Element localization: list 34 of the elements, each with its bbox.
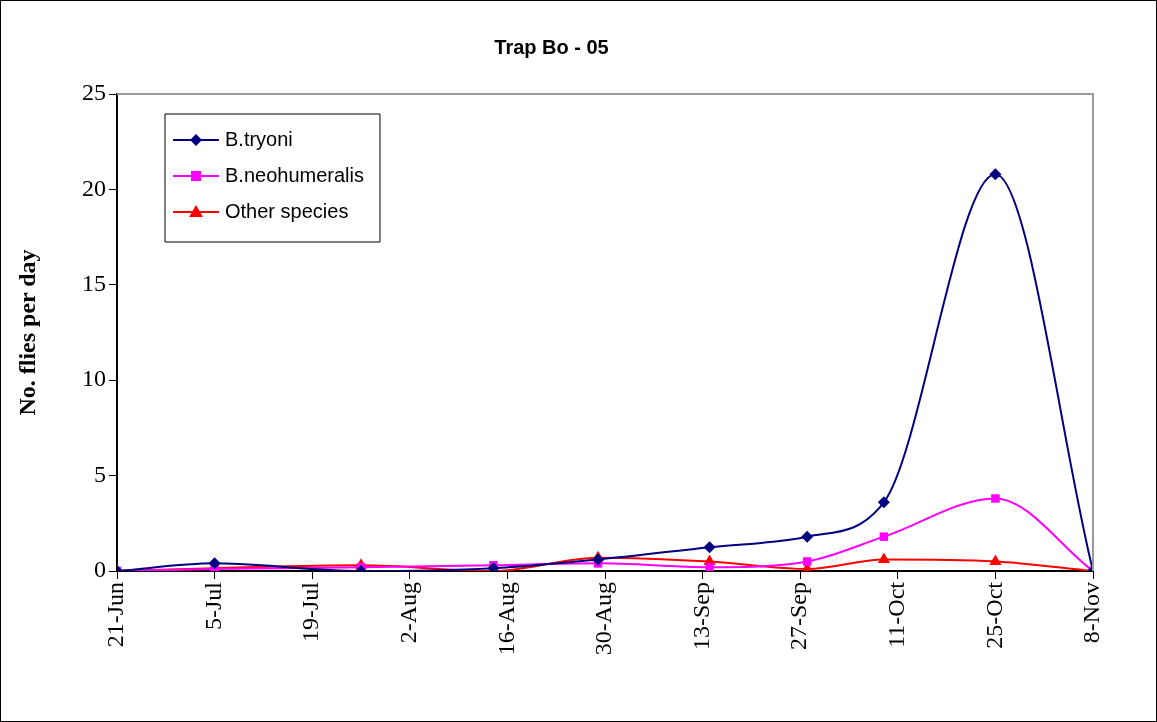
point xyxy=(877,496,890,509)
x-tick-label: 30-Aug xyxy=(590,582,617,656)
x-tick-label: 2-Aug xyxy=(395,582,422,644)
point xyxy=(592,553,605,566)
y-tick-label: 25 xyxy=(82,79,106,106)
x-tick-label: 16-Aug xyxy=(492,582,519,656)
x-tick-label: 25-Oct xyxy=(980,581,1007,649)
x-tick-label: 11-Oct xyxy=(883,581,910,648)
x-tick-label: 19-Jul xyxy=(297,581,324,642)
x-tick-label: 5-Jul xyxy=(199,581,226,630)
point xyxy=(801,530,814,543)
y-axis-title: No. flies per day xyxy=(13,249,40,416)
legend-label: B.neohumeralis xyxy=(225,163,364,186)
point xyxy=(802,557,812,566)
y-tick-label: 0 xyxy=(94,556,106,583)
x-tick-label: 13-Sep xyxy=(687,582,714,650)
point xyxy=(989,554,1002,565)
y-tick-label: 5 xyxy=(94,460,106,487)
point xyxy=(877,552,890,564)
legend-label: B.tryoni xyxy=(225,127,293,150)
point xyxy=(991,494,1000,503)
point xyxy=(879,532,889,541)
point xyxy=(989,168,1002,181)
x-tick-label: 27-Sep xyxy=(785,582,812,650)
legend-label: Other species xyxy=(225,199,349,222)
point xyxy=(208,557,221,570)
y-tick-label: 20 xyxy=(82,174,106,201)
chart-title: Trap Bo - 05 xyxy=(494,35,609,58)
x-tick-label: 8-Nov xyxy=(1078,582,1105,644)
y-tick-label: 15 xyxy=(82,270,106,297)
point xyxy=(703,541,716,554)
y-tick-label: 10 xyxy=(82,365,106,392)
point xyxy=(705,562,714,571)
x-tick-label: 21-Jun xyxy=(102,582,129,648)
